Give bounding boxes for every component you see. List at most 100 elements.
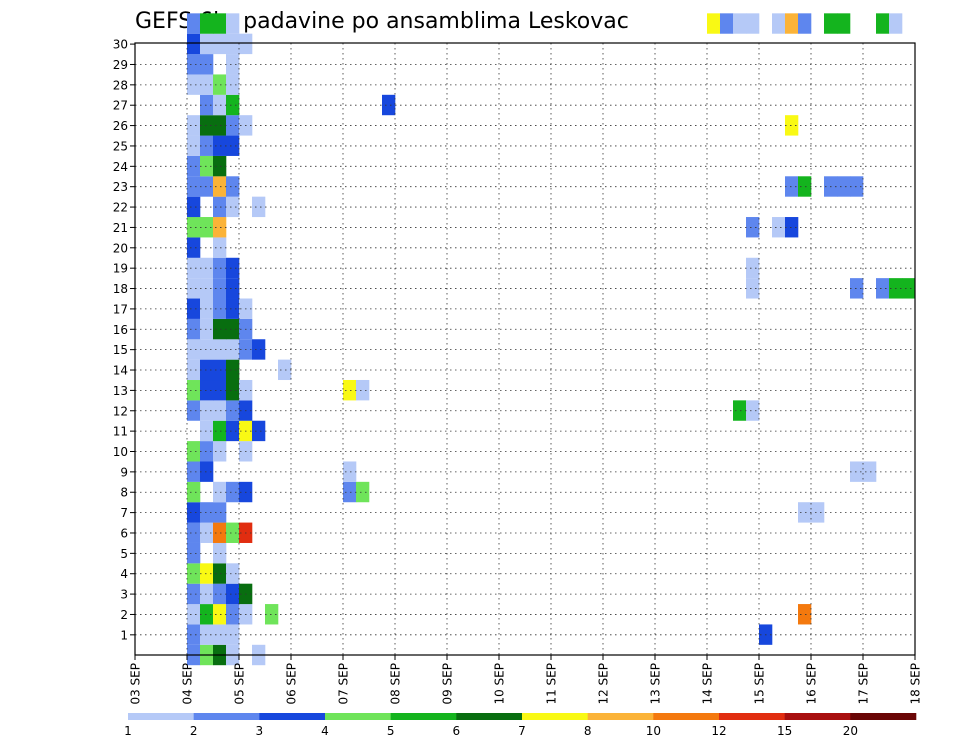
heatmap-cell xyxy=(200,115,214,136)
heatmap-cell xyxy=(200,502,214,523)
heatmap-cell xyxy=(213,237,227,258)
heatmap-cell xyxy=(200,441,214,462)
heatmap-cell xyxy=(213,379,227,401)
y-tick-label: 14 xyxy=(113,364,128,378)
heatmap-cell xyxy=(837,176,851,197)
heatmap-cell xyxy=(187,624,201,645)
heatmap-cell xyxy=(811,502,825,523)
heatmap-cell xyxy=(213,604,227,625)
colorbar-swatch xyxy=(850,713,917,720)
x-tick-label: 11 SEP xyxy=(545,663,559,705)
colorbar-swatch xyxy=(784,713,851,720)
heatmap-cell xyxy=(200,217,214,238)
heatmap-cell xyxy=(213,441,227,462)
colorbar-label: 12 xyxy=(711,724,726,738)
heatmap-cell xyxy=(200,13,214,34)
heatmap-cell xyxy=(785,115,799,136)
grid-lines xyxy=(135,43,915,655)
heatmap-cell xyxy=(226,13,240,34)
plot-frame xyxy=(134,42,916,656)
heatmap-cell xyxy=(876,13,890,34)
heatmap-cell xyxy=(213,176,227,197)
heatmap-cell xyxy=(187,583,201,605)
x-tick-label: 09 SEP xyxy=(441,663,455,705)
colorbar-swatch xyxy=(522,713,588,720)
y-tick-label: 29 xyxy=(113,58,128,72)
heatmap-cell xyxy=(850,176,864,197)
heatmap-cell xyxy=(213,624,227,645)
x-tick-label: 12 SEP xyxy=(597,663,611,705)
heatmap-cell xyxy=(850,278,864,299)
heatmap-cell xyxy=(187,115,201,136)
heatmap-cell xyxy=(226,339,240,360)
y-tick-label: 23 xyxy=(113,180,128,194)
heatmap-cell xyxy=(200,522,214,543)
heatmap-cell xyxy=(187,542,201,564)
heatmap-cell xyxy=(785,217,799,238)
heatmap-cell xyxy=(733,400,747,421)
heatmap-cell xyxy=(213,278,227,299)
heatmap-cell xyxy=(798,176,812,197)
y-tick-label: 16 xyxy=(113,323,128,337)
heatmap-cell xyxy=(187,74,201,95)
x-tick-label: 17 SEP xyxy=(857,663,871,705)
x-tick-label: 13 SEP xyxy=(649,663,663,705)
heatmap-cell xyxy=(356,481,370,503)
colorbar-swatch xyxy=(719,713,785,720)
y-tick-label: 3 xyxy=(120,588,128,602)
colorbar-label: 2 xyxy=(190,724,198,738)
heatmap-cell xyxy=(798,604,812,625)
heatmap-cell xyxy=(200,339,214,360)
colorbar-swatch xyxy=(128,713,194,720)
heatmap-cell xyxy=(356,379,370,401)
heatmap-cell xyxy=(200,318,214,340)
heatmap-cell xyxy=(213,155,227,177)
heatmap-cell xyxy=(226,298,240,319)
heatmap-cell xyxy=(187,563,201,584)
heatmap-cell xyxy=(187,217,201,238)
heatmap-cell xyxy=(200,359,214,381)
heatmap-cell xyxy=(226,54,240,75)
heatmap-cell xyxy=(213,502,227,523)
heatmap-cell xyxy=(226,624,240,645)
heatmap-cell xyxy=(200,74,214,95)
heatmap-cell xyxy=(213,359,227,381)
heatmap-cell xyxy=(226,257,240,279)
heatmap-cell xyxy=(200,379,214,401)
heatmap-cell xyxy=(200,155,214,177)
y-tick-label: 7 xyxy=(120,506,128,520)
colorbar-swatch xyxy=(325,713,391,720)
heatmap-cell xyxy=(213,298,227,319)
heatmap-cell xyxy=(187,155,201,177)
y-tick-label: 27 xyxy=(113,99,128,113)
heatmap-cell xyxy=(252,339,266,360)
y-tick-label: 25 xyxy=(113,139,128,153)
x-tick-label: 08 SEP xyxy=(389,663,403,705)
heatmap-cell xyxy=(200,176,214,197)
heatmap-cell xyxy=(187,196,201,218)
heatmap-cell xyxy=(200,624,214,645)
heatmap-cell xyxy=(213,400,227,421)
heatmap-cell xyxy=(187,461,201,482)
y-tick-label: 15 xyxy=(113,343,128,357)
heatmap-cell xyxy=(187,400,201,421)
y-tick-label: 5 xyxy=(120,547,128,561)
heatmap-cell xyxy=(265,604,279,625)
heatmap-cell xyxy=(226,583,240,605)
heatmap-cell xyxy=(226,33,240,55)
colorbar: 1 2 3 4 5 6 7 8 10 12 15 20 xyxy=(124,713,917,738)
y-tick-label: 19 xyxy=(113,262,128,276)
colorbar-swatch xyxy=(259,713,326,720)
x-tick-label: 07 SEP xyxy=(337,663,351,705)
y-tick-label: 1 xyxy=(120,628,128,642)
colorbar-label: 7 xyxy=(518,724,526,738)
x-tick-label: 18 SEP xyxy=(909,663,923,705)
y-tick-label: 12 xyxy=(113,404,128,418)
heatmap-cell xyxy=(187,604,201,625)
heatmap-cell xyxy=(226,135,240,156)
heatmap-cell xyxy=(772,13,786,34)
heatmap-cell xyxy=(213,135,227,156)
x-axis: 03 SEP 04 SEP 05 SEP 06 SEP 07 SEP 08 SEP 09 S… xyxy=(129,655,923,705)
heatmap-cell xyxy=(213,563,227,584)
heatmap-cell xyxy=(213,217,227,238)
